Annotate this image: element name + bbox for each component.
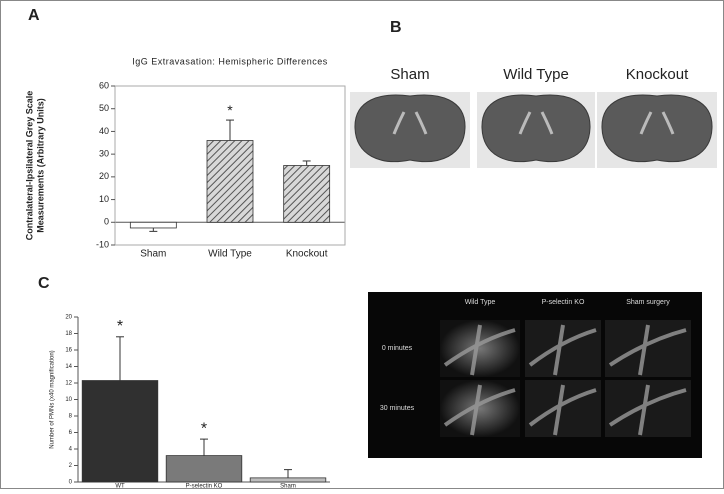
imaging-column-label: Sham surgery [626, 299, 670, 306]
bar [81, 380, 159, 483]
y-tick-label: 12 [65, 381, 72, 387]
y-axis-label: Measurements (Arbitrary Units) [35, 98, 45, 233]
x-tick-label: Sham [140, 249, 166, 260]
chart-title: IgG Extravasation: Hemispheric Differenc… [132, 56, 327, 66]
y-axis-label: Number of PMNs (x40 magnification) [50, 350, 56, 448]
ventricle [639, 111, 675, 135]
vessel [443, 324, 516, 376]
y-tick-label: 14 [65, 364, 72, 370]
panel-label: B [390, 19, 402, 36]
y-tick-label: 0 [69, 480, 73, 486]
plot-frame [114, 85, 346, 246]
bar [165, 455, 243, 483]
ventricle [392, 111, 428, 135]
y-tick-label: 6 [69, 430, 73, 436]
y-tick-label: 50 [99, 103, 109, 113]
imaging-row-label: 30 minutes [380, 405, 415, 412]
bar [249, 477, 327, 483]
vessel [443, 384, 516, 436]
y-tick-label: 40 [99, 126, 109, 136]
y-tick-label: 10 [99, 194, 109, 204]
panel-label: A [28, 7, 40, 24]
brain-section [601, 94, 713, 163]
y-tick-label: 30 [99, 149, 109, 159]
vessel [608, 384, 687, 436]
x-tick-label: Wild Type [208, 249, 252, 260]
x-tick-label: WT [115, 484, 125, 489]
bar [129, 221, 177, 229]
y-tick-label: 16 [65, 348, 72, 354]
x-tick-label: P-selectin KO [186, 484, 223, 489]
y-tick-label: -10 [96, 239, 109, 249]
y-tick-label: 60 [99, 80, 109, 90]
y-tick-label: 10 [65, 397, 72, 403]
panel-label: C [38, 275, 50, 292]
brain-section [481, 94, 591, 163]
y-tick-label: 8 [69, 414, 73, 420]
y-tick-label: 18 [65, 331, 72, 337]
y-tick-label: 4 [69, 447, 73, 453]
y-tick-label: 20 [65, 315, 72, 321]
vessel [528, 324, 597, 376]
x-tick-label: Sham [280, 484, 296, 489]
ventricle [518, 111, 554, 135]
y-tick-label: 20 [99, 171, 109, 181]
brain-label: Knockout [626, 66, 689, 83]
annotation: * [117, 318, 123, 335]
y-tick-label: 0 [104, 217, 109, 227]
x-tick-label: Knockout [286, 249, 328, 260]
brain-label: Sham [390, 66, 429, 83]
bar [283, 165, 331, 223]
imaging-row-label: 0 minutes [382, 345, 413, 352]
imaging-panel: Wild Type P-selectin KO Sham surgery 0 minu… [368, 292, 702, 458]
y-axis-label: Contralateral-Ipsilateral Grey Scale [24, 91, 34, 241]
brain-section [354, 94, 466, 163]
vessel [528, 384, 597, 436]
imaging-column-label: Wild Type [465, 299, 496, 306]
brain-label: Wild Type [503, 66, 569, 83]
vessel [608, 324, 687, 376]
bar [206, 140, 254, 223]
brain-panel: Sham Wild Type Knockout [350, 66, 717, 168]
imaging-column-label: P-selectin KO [542, 299, 585, 306]
annotation: * [201, 420, 207, 437]
annotation: * [227, 102, 233, 118]
y-tick-label: 2 [69, 463, 73, 469]
